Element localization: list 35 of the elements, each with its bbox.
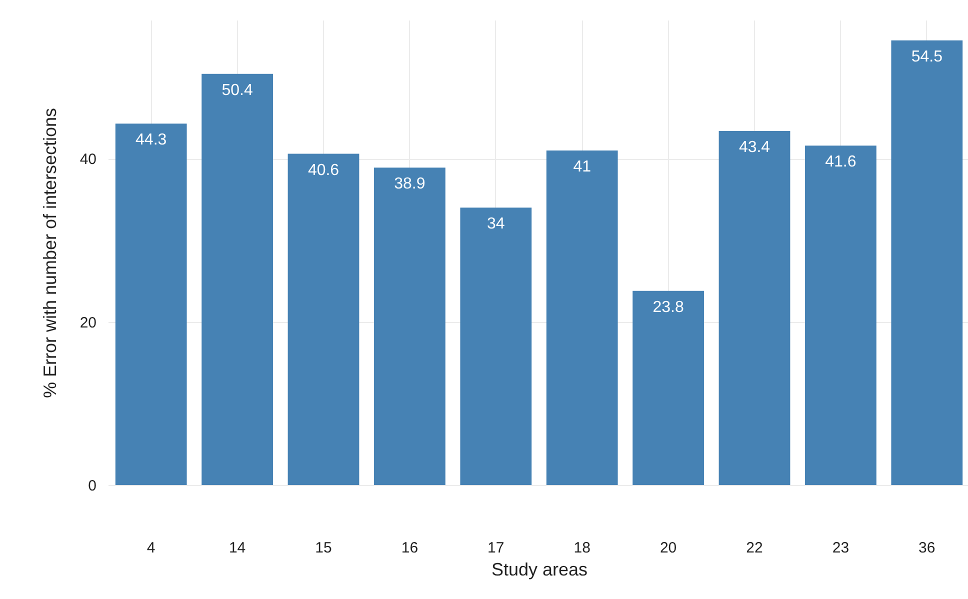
data-label: 34 bbox=[487, 216, 505, 233]
x-tick-label: 17 bbox=[488, 540, 504, 556]
data-label: 54.5 bbox=[911, 48, 943, 66]
x-tick-label: 4 bbox=[146, 540, 156, 556]
bar bbox=[115, 124, 187, 485]
bar bbox=[460, 208, 532, 485]
data-label: 41 bbox=[573, 158, 592, 176]
x-tick-label: 22 bbox=[746, 540, 763, 556]
data-label: 50.4 bbox=[222, 82, 253, 99]
x-tick-label: 36 bbox=[918, 540, 936, 556]
bar bbox=[718, 130, 790, 485]
y-tick-label: 0 bbox=[88, 478, 96, 494]
data-label: 41.6 bbox=[825, 154, 856, 171]
data-label: 43.4 bbox=[738, 138, 770, 156]
y-tick-label: 20 bbox=[80, 314, 96, 332]
bar bbox=[202, 74, 273, 485]
y-axis-title: % Error with number of intersections bbox=[40, 108, 60, 398]
bar bbox=[374, 168, 446, 485]
data-label: 40.6 bbox=[308, 162, 340, 179]
bar bbox=[288, 154, 360, 485]
y-tick-label: 40 bbox=[80, 151, 96, 168]
x-tick-label: 23 bbox=[832, 540, 850, 556]
x-tick-label: 16 bbox=[401, 540, 418, 556]
bar bbox=[805, 146, 876, 485]
data-label: 38.9 bbox=[394, 176, 426, 193]
x-tick-label: 15 bbox=[315, 540, 332, 556]
x-tick-label: 18 bbox=[574, 540, 590, 556]
data-label: 23.8 bbox=[652, 298, 684, 316]
bar bbox=[546, 150, 618, 485]
bar bbox=[632, 290, 704, 485]
x-axis-title: Study areas bbox=[491, 560, 588, 580]
bar bbox=[891, 40, 963, 485]
data-label: 44.3 bbox=[136, 132, 167, 149]
x-tick-label: 20 bbox=[660, 540, 677, 556]
x-tick-label: 14 bbox=[228, 540, 246, 556]
